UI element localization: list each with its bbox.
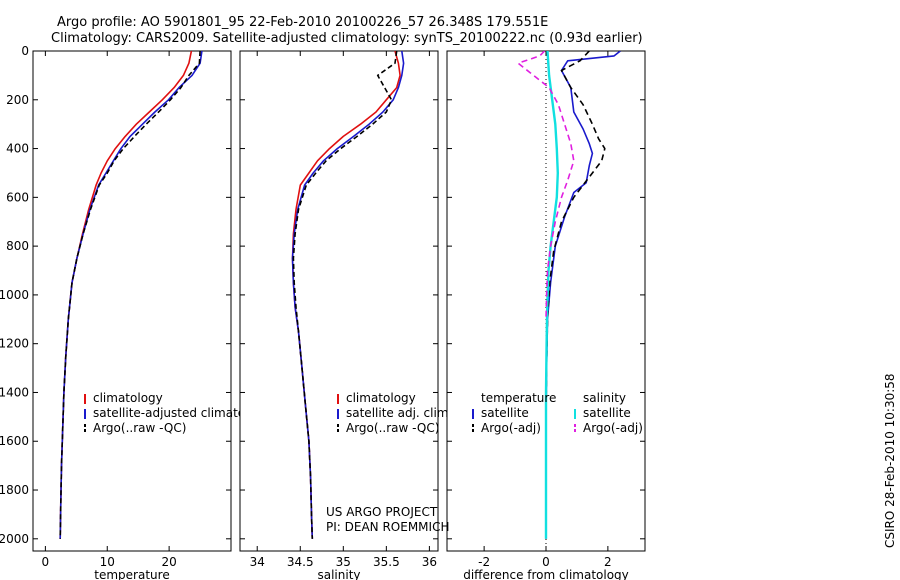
credit-text: US ARGO PROJECT PI: DEAN ROEMMICH bbox=[326, 505, 449, 534]
salinity-xtick-label: 34.5 bbox=[287, 555, 314, 569]
salinity-series-argo-raw-qc- bbox=[292, 51, 398, 539]
temperature-ytick-label: 2000 bbox=[0, 532, 29, 546]
legend-heading-temperature: temperature bbox=[481, 391, 556, 405]
legend-label: climatology bbox=[346, 391, 416, 405]
credit-line-1: US ARGO PROJECT bbox=[326, 505, 438, 519]
temperature-series-argo-raw-qc- bbox=[59, 51, 201, 539]
difference-xtick-label: -2 bbox=[478, 555, 490, 569]
timestamp-stamp: CSIRO 28-Feb-2010 10:30:58 bbox=[883, 373, 897, 548]
temperature-xtick-label: 0 bbox=[42, 555, 50, 569]
temperature-xtick-label: 20 bbox=[161, 555, 176, 569]
legend-label: Argo(..raw -QC) bbox=[346, 421, 439, 435]
figure-header: Argo profile: AO 5901801_95 22-Feb-2010 … bbox=[51, 15, 643, 46]
temperature-axes-frame bbox=[32, 50, 232, 552]
difference-xtick-label: 2 bbox=[604, 555, 612, 569]
legend-label: satellite bbox=[583, 406, 631, 420]
legend-label: Argo(-adj) bbox=[481, 421, 541, 435]
salinity-xtick-label: 35 bbox=[336, 555, 351, 569]
legend-label: Argo(..raw -QC) bbox=[93, 421, 186, 435]
difference-xtick-label: 0 bbox=[542, 555, 550, 569]
temperature-ytick-label: 800 bbox=[6, 239, 29, 253]
salinity-xlabel: salinity bbox=[317, 568, 360, 580]
salinity-xtick-label: 34 bbox=[250, 555, 265, 569]
temperature-ytick-label: 0 bbox=[21, 44, 29, 58]
legend-heading-salinity: salinity bbox=[583, 391, 626, 405]
salinity-axes-frame bbox=[239, 50, 439, 552]
legend-label: Argo(-adj) bbox=[583, 421, 643, 435]
title-line-1: Argo profile: AO 5901801_95 22-Feb-2010 … bbox=[57, 15, 548, 30]
temperature-ytick-label: 1200 bbox=[0, 337, 29, 351]
temperature-profile-chart: 0 10 2002004006008001000120014001600180020… bbox=[0, 44, 271, 580]
salinity-xtick-label: 35.5 bbox=[373, 555, 400, 569]
temperature-ytick-label: 1400 bbox=[0, 385, 29, 399]
title-line-2: Climatology: CARS2009. Satellite-adjuste… bbox=[51, 31, 643, 46]
legend-label: satellite bbox=[481, 406, 529, 420]
temperature-ytick-label: 600 bbox=[6, 190, 29, 204]
temperature-xlabel: temperature bbox=[94, 568, 169, 580]
legend-label: climatology bbox=[93, 391, 163, 405]
temperature-ytick-label: 400 bbox=[6, 142, 29, 156]
salinity-xtick-label: 36 bbox=[422, 555, 437, 569]
temperature-ytick-label: 1800 bbox=[0, 483, 29, 497]
temperature-ytick-label: 1600 bbox=[0, 434, 29, 448]
legend-label: satellite-adjusted climatology bbox=[93, 406, 271, 420]
temperature-ytick-label: 200 bbox=[6, 93, 29, 107]
difference-series-salinity-satellite bbox=[544, 51, 559, 539]
difference-xlabel: difference from climatology bbox=[463, 568, 629, 580]
salinity-profile-chart: 34 34.5 35 35.5 36 salinity climatologysatelli… bbox=[239, 50, 452, 580]
legend-label: satellite adj. clim. bbox=[346, 406, 452, 420]
credit-line-2: PI: DEAN ROEMMICH bbox=[326, 520, 449, 534]
temperature-xtick-label: 10 bbox=[100, 555, 115, 569]
temperature-ytick-label: 1000 bbox=[0, 288, 29, 302]
